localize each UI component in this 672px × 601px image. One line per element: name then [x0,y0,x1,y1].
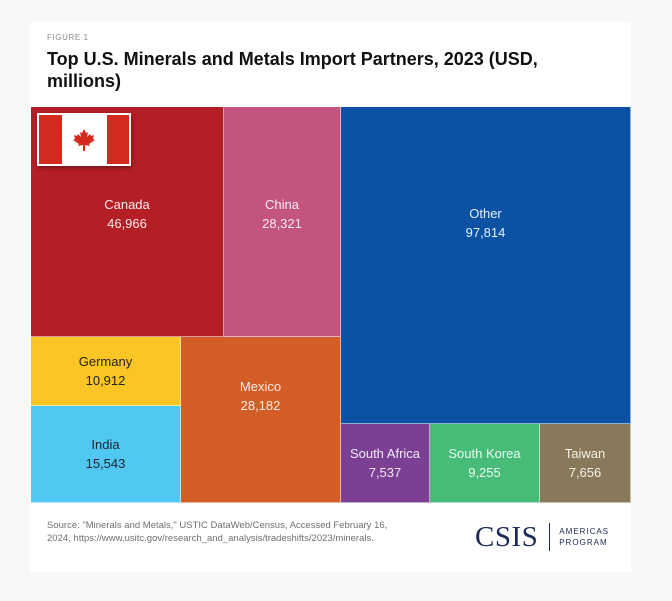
tile-value: 97,814 [465,225,506,240]
csis-wordmark: CSIS [475,520,539,553]
treemap-tile-china: China 28,321 [224,107,341,337]
tile-value: 10,912 [85,373,126,388]
tile-value: 28,321 [262,215,302,231]
flag-band-left [39,115,62,164]
treemap-tile-mexico: Mexico 28,182 [181,337,341,503]
maple-leaf-icon [73,128,95,151]
source-note: Source: "Minerals and Metals," USTIC Dat… [47,520,388,544]
flag-band-right [106,115,129,164]
tile-value: 7,656 [568,465,602,480]
figure-label: FIGURE 1 [47,33,89,42]
tile-value: 7,537 [368,465,402,480]
canada-flag-icon [37,113,131,166]
tile-label: Other [469,206,502,221]
tile-label: Mexico [239,378,282,394]
treemap-tile-other: Other 97,814 [341,107,631,424]
tile-label: Germany [78,354,133,369]
logo-divider [549,523,551,551]
csis-logo: CSIS AMERICAS PROGRAM [475,517,609,557]
tile-label: India [91,437,120,452]
tile-value: 28,182 [240,397,281,413]
tile-value: 46,966 [107,215,147,231]
tile-label: China [265,196,299,212]
flag-center [61,115,107,164]
tile-label: South Korea [448,446,521,461]
tile-label: Taiwan [564,446,606,461]
treemap-tile-taiwan: Taiwan 7,656 [540,424,631,503]
treemap-tile-canada: Canada 46,966 [31,107,224,337]
treemap-tile-germany: Germany 10,912 [31,337,181,406]
tile-value: 9,255 [468,465,501,480]
tile-value: 15,543 [85,456,126,471]
treemap: Canada 46,966 China 28,321 Other 97,814 German… [31,107,631,503]
program-line-1: AMERICAS [559,527,610,536]
program-line-2: PROGRAM [559,538,608,547]
treemap-tile-india: India 15,543 [31,406,181,503]
figure-card: FIGURE 1 Top U.S. Minerals and Metals Im… [30,22,631,572]
treemap-tile-south-africa: South Africa 7,537 [341,424,430,503]
treemap-tile-south-korea: South Korea 9,255 [430,424,540,503]
program-name: AMERICAS PROGRAM [559,526,609,548]
chart-title: Top U.S. Minerals and Metals Import Part… [47,49,538,91]
tile-label: Canada [104,196,150,212]
tile-label: South Africa [349,446,421,461]
